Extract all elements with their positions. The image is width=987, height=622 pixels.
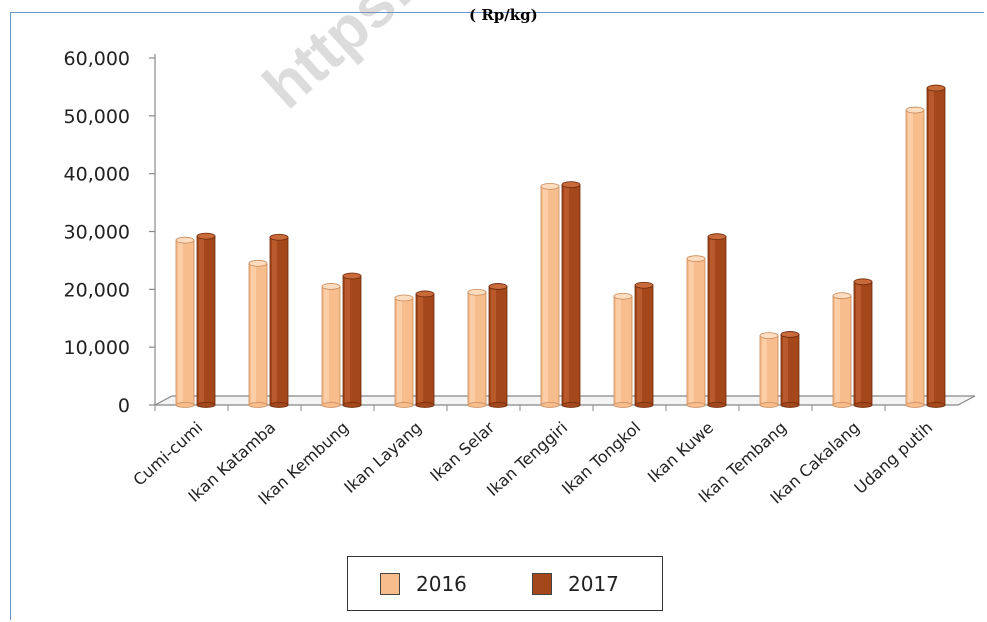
x-tick-label: Udang putih [850, 418, 936, 498]
bar-2016 [540, 182, 560, 408]
x-tick-label: Ikan Kuwe [644, 418, 717, 487]
y-tick-label: 20,000 [64, 279, 130, 301]
y-tick-label: 60,000 [64, 48, 130, 70]
y-tick-label: 30,000 [64, 222, 130, 244]
legend-swatch-2017 [532, 573, 552, 595]
y-tick-label: 0 [118, 395, 130, 417]
bar-2016 [759, 332, 779, 408]
bar-2017 [780, 331, 800, 408]
x-tick-label: Cumi-cumi [129, 418, 206, 490]
bar-2016 [175, 236, 195, 408]
bar-2016 [248, 259, 268, 408]
bar-2016 [394, 294, 414, 408]
legend-label-2016: 2016 [416, 572, 467, 596]
y-tick-label: 10,000 [64, 337, 130, 359]
bar-2016 [321, 283, 341, 408]
legend-item-2017: 2017 [532, 572, 619, 596]
bar-2017 [853, 278, 873, 408]
bar-2017 [561, 181, 581, 408]
bar-2016 [686, 255, 706, 408]
bar-2017 [269, 233, 289, 408]
bar-2017 [926, 84, 946, 408]
bar-2016 [832, 292, 852, 408]
legend-label-2017: 2017 [568, 572, 619, 596]
bar-2017 [634, 281, 654, 408]
bar-2016 [613, 292, 633, 408]
legend: 2016 2017 [347, 556, 663, 611]
bar-2017 [707, 233, 727, 408]
legend-item-2016: 2016 [380, 572, 467, 596]
y-tick-label: 40,000 [64, 164, 130, 186]
unit-label: ( Rp/kg) [469, 6, 538, 24]
y-tick-label: 50,000 [64, 106, 130, 128]
bar-2017 [488, 283, 508, 408]
x-tick-label: Ikan Selar [426, 418, 498, 486]
x-tick-label: Ikan Tongkol [558, 418, 644, 498]
x-tick-label: Ikan Layang [340, 418, 425, 497]
bar-2017 [415, 290, 435, 408]
bar-2017 [196, 232, 216, 408]
bar-2017 [342, 272, 362, 408]
bar-2016 [905, 106, 925, 408]
bar-2016 [467, 288, 487, 408]
legend-swatch-2016 [380, 573, 400, 595]
chart-frame: ( Rp/kg) [10, 6, 984, 620]
